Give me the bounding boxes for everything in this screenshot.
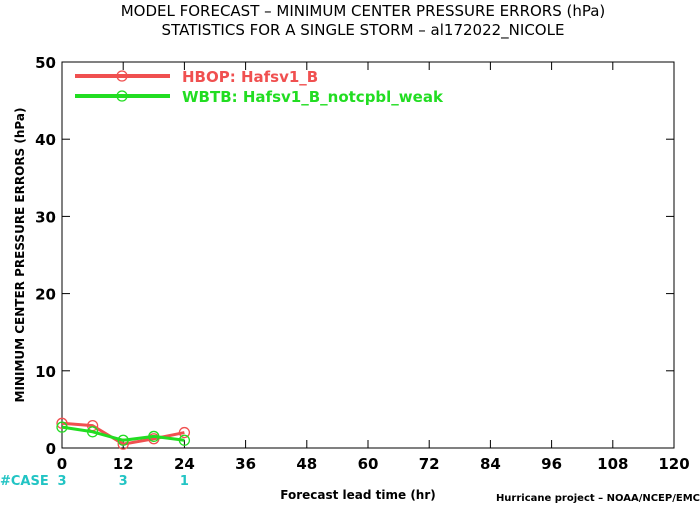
chart-subtitle: STATISTICS FOR A SINGLE STORM – al172022… <box>162 21 565 40</box>
x-tick-label: 96 <box>541 455 562 473</box>
legend-marker-2 <box>116 90 128 102</box>
case-count: 3 <box>57 474 66 489</box>
y-axis-label: MINIMUM CENTER PRESSURE ERRORS (hPa) <box>13 108 27 403</box>
x-tick-label: 120 <box>658 455 689 473</box>
y-tick-label: 10 <box>35 363 56 381</box>
legend-marker-1 <box>116 70 128 82</box>
chart-title: MODEL FORECAST – MINIMUM CENTER PRESSURE… <box>121 2 606 20</box>
y-tick-label: 20 <box>35 286 56 304</box>
series-2-point <box>148 430 160 443</box>
y-axis: 0 10 20 30 40 50 <box>35 54 674 458</box>
series-line-2 <box>61 425 185 442</box>
credit-text: Hurricane project – NOAA/NCEP/EMC <box>496 493 700 504</box>
case-counts: 3 3 1 <box>57 474 188 489</box>
x-axis: 0 12 24 36 48 60 72 84 96 108 120 <box>57 62 690 473</box>
plot-frame <box>61 61 675 449</box>
x-tick-label: 0 <box>57 455 67 473</box>
y-tick-label: 40 <box>35 131 56 149</box>
x-tick-label: 24 <box>174 455 195 473</box>
series-2-point <box>56 421 68 433</box>
y-tick-label: 30 <box>35 208 56 226</box>
x-tick-label: 36 <box>235 455 256 473</box>
legend: HBOP: Hafsv1_B WBTB: Hafsv1_B_notcpbl_wea… <box>75 68 444 106</box>
series-1-point <box>178 426 191 439</box>
case-count: 1 <box>180 474 189 489</box>
x-axis-label: Forecast lead time (hr) <box>280 488 436 502</box>
y-tick-label: 0 <box>46 440 56 458</box>
x-tick-label: 84 <box>480 455 501 473</box>
x-tick-label: 12 <box>113 455 134 473</box>
series-2-point <box>117 434 129 446</box>
x-tick-label: 72 <box>419 455 440 473</box>
legend-label-1: HBOP: Hafsv1_B <box>182 68 318 86</box>
x-tick-label: 108 <box>597 455 628 473</box>
case-count: 3 <box>119 474 128 489</box>
x-tick-label: 48 <box>296 455 317 473</box>
y-tick-label: 50 <box>35 54 56 72</box>
case-label: #CASE <box>0 474 49 489</box>
x-tick-label: 60 <box>358 455 379 473</box>
series-2-point <box>86 426 99 438</box>
series-2-point <box>178 434 191 446</box>
series-layer <box>56 417 191 450</box>
legend-label-2: WBTB: Hafsv1_B_notcpbl_weak <box>182 88 444 106</box>
